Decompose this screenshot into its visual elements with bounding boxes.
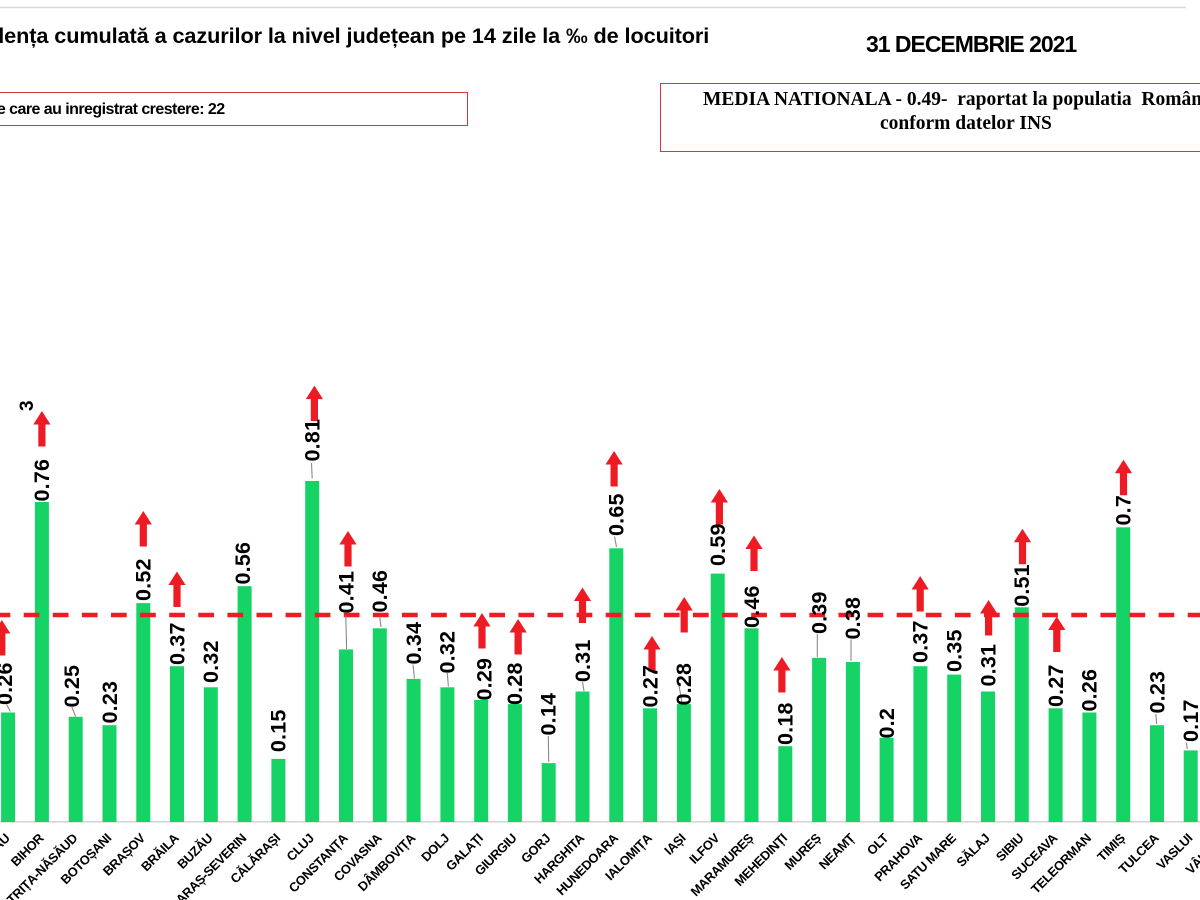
svg-text:0.46: 0.46 <box>740 585 764 628</box>
svg-text:0.7: 0.7 <box>1112 495 1136 526</box>
svg-text:TELEORMAN: TELEORMAN <box>1028 830 1094 896</box>
svg-text:0.15: 0.15 <box>267 709 291 752</box>
svg-text:0.18: 0.18 <box>774 702 798 745</box>
svg-text:0.81: 0.81 <box>301 419 325 462</box>
svg-text:0.17: 0.17 <box>1179 699 1200 742</box>
svg-text:0.76: 0.76 <box>30 459 54 502</box>
svg-text:0.26: 0.26 <box>1078 669 1102 712</box>
svg-text:OLT: OLT <box>864 830 892 858</box>
svg-text:0.39: 0.39 <box>807 591 831 634</box>
svg-text:0.38: 0.38 <box>841 597 865 640</box>
svg-text:0.37: 0.37 <box>909 620 933 663</box>
svg-text:3: 3 <box>17 400 38 411</box>
svg-text:0.31: 0.31 <box>976 644 1000 687</box>
svg-text:0.52: 0.52 <box>132 558 156 601</box>
svg-text:BACĂU: BACĂU <box>0 830 13 872</box>
svg-text:IAȘI: IAȘI <box>661 831 688 858</box>
svg-text:0.29: 0.29 <box>473 658 497 701</box>
svg-text:0.37: 0.37 <box>165 622 189 665</box>
svg-text:0.23: 0.23 <box>98 681 122 724</box>
svg-text:0.32: 0.32 <box>436 631 460 674</box>
svg-text:0.28: 0.28 <box>672 663 696 706</box>
svg-text:0.2: 0.2 <box>875 708 899 739</box>
svg-text:SĂLAJ: SĂLAJ <box>953 830 992 869</box>
svg-text:0.35: 0.35 <box>943 629 967 672</box>
svg-text:0.27: 0.27 <box>1044 664 1068 707</box>
svg-text:0.27: 0.27 <box>638 665 662 708</box>
svg-text:MUREȘ: MUREȘ <box>781 830 824 873</box>
svg-text:0.59: 0.59 <box>706 523 730 566</box>
svg-text:0.28: 0.28 <box>503 662 527 705</box>
svg-text:0.56: 0.56 <box>231 542 255 585</box>
svg-text:0.31: 0.31 <box>571 639 595 682</box>
svg-text:BRĂILA: BRĂILA <box>138 830 182 874</box>
svg-text:0.46: 0.46 <box>368 570 392 613</box>
svg-text:0.14: 0.14 <box>537 693 561 736</box>
svg-text:0.65: 0.65 <box>605 493 629 536</box>
svg-text:0.26: 0.26 <box>0 662 17 705</box>
svg-text:0.34: 0.34 <box>402 622 426 665</box>
svg-text:0.51: 0.51 <box>1010 564 1034 607</box>
svg-text:0.41: 0.41 <box>335 571 359 614</box>
svg-text:0.32: 0.32 <box>199 640 223 683</box>
svg-text:NEAMȚ: NEAMȚ <box>816 830 858 872</box>
svg-text:0.23: 0.23 <box>1145 671 1169 714</box>
svg-text:0.25: 0.25 <box>60 665 84 708</box>
